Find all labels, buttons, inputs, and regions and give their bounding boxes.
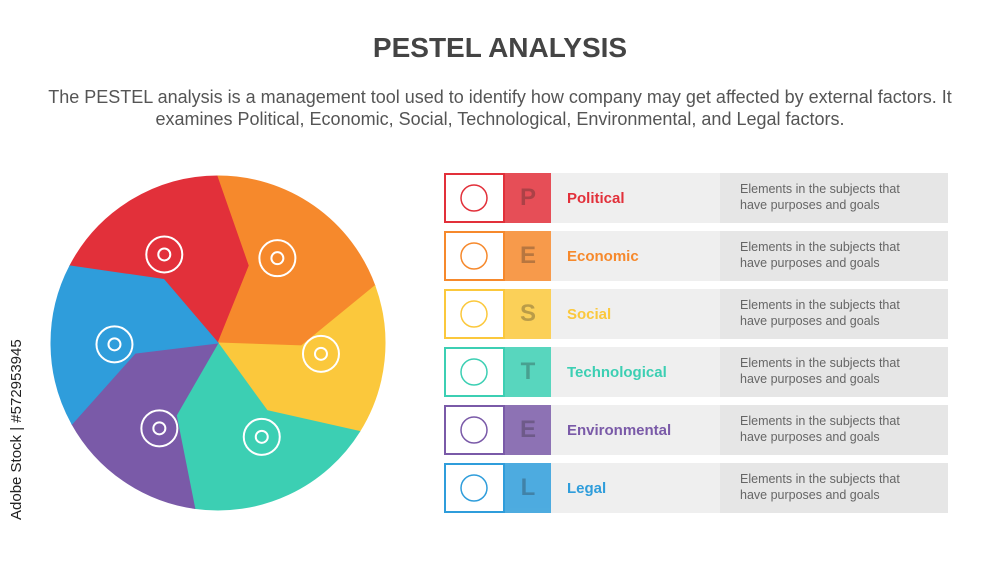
segment-icon — [157, 247, 172, 262]
icon-glyph — [460, 300, 488, 328]
row-description: Elements in the subjects that have purpo… — [740, 356, 900, 386]
icon-shape — [460, 242, 488, 270]
title: PESTEL ANALYSIS — [372, 32, 628, 63]
row-icon — [444, 173, 505, 223]
row-letter: E — [505, 405, 551, 455]
description: The PESTEL analysis is a management tool… — [48, 87, 952, 129]
segment-icon — [313, 346, 328, 361]
segment-icon — [107, 337, 122, 352]
segment-icon — [254, 429, 269, 444]
row-icon — [444, 405, 505, 455]
row-letter: P — [505, 173, 551, 223]
icon-shape — [460, 184, 488, 212]
row-icon — [444, 289, 505, 339]
pie-segment — [217, 175, 376, 347]
pestel-row: E Environmental Elements in the subjects t… — [444, 405, 948, 455]
row-icon — [444, 231, 505, 281]
segment-icon — [270, 251, 285, 266]
row-description: Elements in the subjects that have purpo… — [740, 414, 900, 444]
row-description-box: Elements in the subjects that have purpo… — [720, 463, 948, 513]
row-description-box: Elements in the subjects that have purpo… — [720, 231, 948, 281]
pestel-row: P Political Elements in the subjects that … — [444, 173, 948, 223]
segment-icon — [140, 409, 179, 448]
row-label: Legal — [551, 463, 720, 513]
row-description-box: Elements in the subjects that have purpo… — [720, 347, 948, 397]
pie — [50, 175, 386, 511]
icon-shape — [460, 416, 488, 444]
pestel-row: T Technological Elements in the subjects t… — [444, 347, 948, 397]
row-description-box: Elements in the subjects that have purpo… — [720, 405, 948, 455]
segment-icon — [301, 334, 340, 373]
segment-icon — [145, 235, 184, 274]
pie-segment — [71, 342, 219, 509]
row-label: Technological — [551, 347, 720, 397]
segment-icon — [242, 417, 281, 456]
row-description-box: Elements in the subjects that have purpo… — [720, 289, 948, 339]
row-description: Elements in the subjects that have purpo… — [740, 240, 900, 270]
row-description: Elements in the subjects that have purpo… — [740, 182, 900, 212]
row-icon — [444, 463, 505, 513]
pestel-row: S Social Elements in the subjects that hav… — [444, 289, 948, 339]
pestel-row: E Economic Elements in the subjects that h… — [444, 231, 948, 281]
icon-glyph — [460, 242, 488, 270]
icon-glyph — [460, 358, 488, 386]
segment-icon — [95, 325, 134, 364]
row-description: Elements in the subjects that have purpo… — [740, 472, 900, 502]
pie-segment — [175, 342, 361, 511]
row-label: Economic — [551, 231, 720, 281]
row-letter: E — [505, 231, 551, 281]
icon-shape — [460, 300, 488, 328]
row-label: Environmental — [551, 405, 720, 455]
row-label: Social — [551, 289, 720, 339]
icon-glyph — [460, 474, 488, 502]
row-letter: L — [505, 463, 551, 513]
row-description-box: Elements in the subjects that have purpo… — [720, 173, 948, 223]
icon-glyph — [460, 184, 488, 212]
row-description: Elements in the subjects that have purpo… — [740, 298, 900, 328]
pie-segment — [50, 265, 219, 425]
segment-icon — [258, 239, 297, 278]
icon-glyph — [460, 416, 488, 444]
segment-icon — [152, 421, 167, 436]
pestel-row: L Legal Elements in the subjects that have… — [444, 463, 948, 513]
row-label: Political — [551, 173, 720, 223]
row-icon — [444, 347, 505, 397]
icon-shape — [460, 358, 488, 386]
icon-shape — [460, 474, 488, 502]
pie-segment — [216, 285, 386, 433]
row-letter: T — [505, 347, 551, 397]
row-letter: S — [505, 289, 551, 339]
